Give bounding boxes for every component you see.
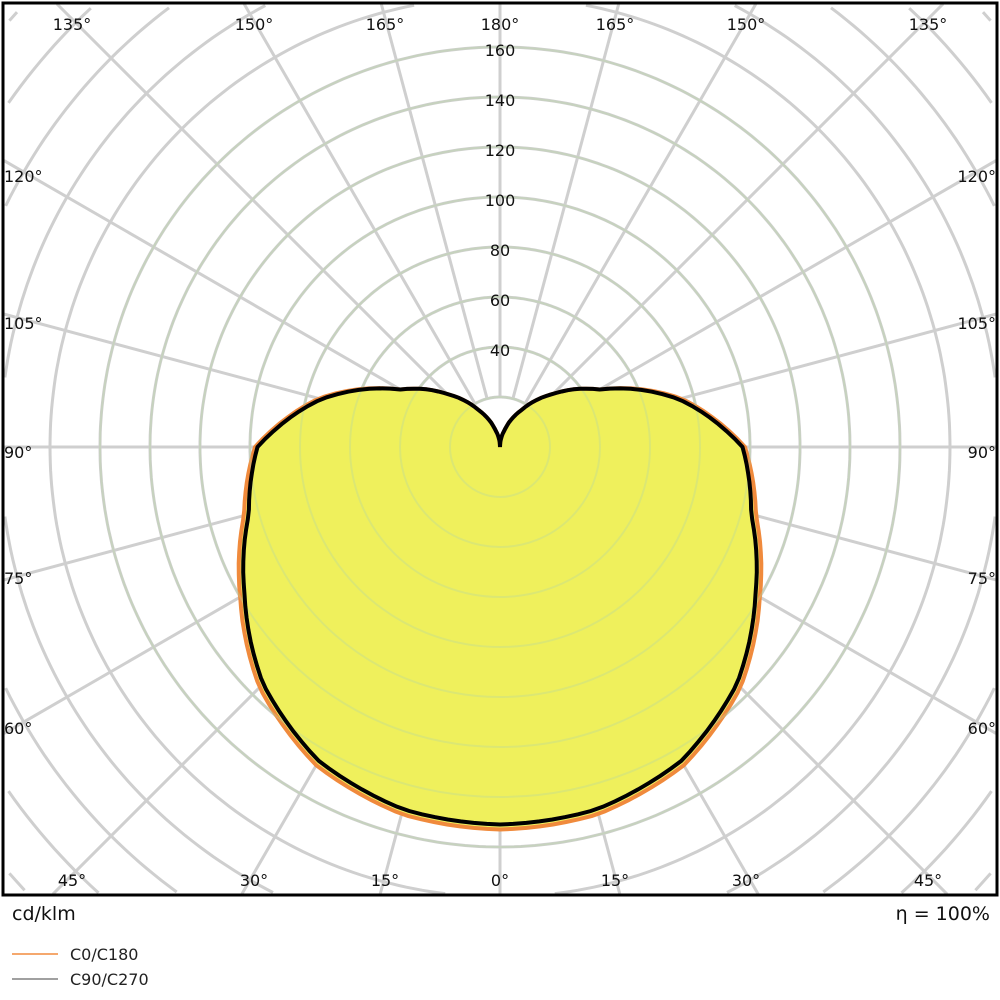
angle-label-bottom: 0° xyxy=(491,871,509,890)
legend-item-c0: C0/C180 xyxy=(12,944,138,964)
grid-overlay xyxy=(99,46,901,848)
grid-circle xyxy=(4,6,996,894)
legend-label: C90/C270 xyxy=(70,969,149,989)
angle-label-right: 75° xyxy=(968,569,996,588)
grid-circle-overlay xyxy=(249,196,751,698)
grid-circle-overlay xyxy=(199,146,801,748)
grid-spoke xyxy=(511,4,621,400)
radial-tick-label: 120 xyxy=(485,141,516,160)
angle-label-left: 75° xyxy=(4,569,32,588)
angle-label-bottom: 45° xyxy=(58,871,86,890)
angle-label-top: 135° xyxy=(53,15,92,34)
angle-label-bottom: 15° xyxy=(601,871,629,890)
legend-swatch xyxy=(12,978,58,980)
curves xyxy=(99,46,901,848)
angle-label-left: 60° xyxy=(4,719,32,738)
radial-tick-label: 60 xyxy=(490,291,510,310)
legend-item-c90: C90/C270 xyxy=(12,969,149,989)
angle-label-bottom: 15° xyxy=(371,871,399,890)
chart-frame xyxy=(1,1,999,897)
grid-spoke xyxy=(542,159,996,424)
angle-label-bottom: 30° xyxy=(732,871,760,890)
radial-tick-label: 160 xyxy=(485,41,516,60)
radial-tick-label: 80 xyxy=(490,241,510,260)
series-c0-c180 xyxy=(236,386,764,832)
grid-circle-overlay xyxy=(149,96,851,798)
angle-label-right: 60° xyxy=(968,719,996,738)
grid-circle xyxy=(7,7,993,894)
series-c90-c270 xyxy=(241,386,759,827)
radial-tick-label: 100 xyxy=(485,191,516,210)
angle-label-left: 120° xyxy=(4,167,43,186)
grid-spoke xyxy=(379,4,489,400)
grid-circle-overlay xyxy=(449,396,551,498)
grid-circle-overlay xyxy=(349,296,651,598)
grid-spoke xyxy=(523,4,758,405)
efficiency-label: η = 100% xyxy=(895,903,990,925)
grid-circle xyxy=(8,11,992,892)
angle-label-top: 165° xyxy=(366,15,405,34)
angle-label-top: 135° xyxy=(909,15,948,34)
angle-label-top: 150° xyxy=(235,15,274,34)
angle-label-top: 150° xyxy=(727,15,766,34)
grid-spoke xyxy=(4,159,458,424)
angle-label-right: 105° xyxy=(957,314,996,333)
grid-circle-overlay xyxy=(99,46,901,848)
grid-spoke xyxy=(242,4,477,405)
grid-circle-overlay xyxy=(299,246,701,648)
labels: 40 60 80 100 120 140 160 135° 150° 165° 180° 165° 15… xyxy=(4,15,996,890)
grid-spoke xyxy=(55,4,466,413)
radial-tick-label: 40 xyxy=(490,341,510,360)
angle-label-left: 105° xyxy=(4,314,43,333)
grid-circle-overlay xyxy=(399,346,601,548)
angle-label-right: 90° xyxy=(968,443,996,462)
angle-label-top: 165° xyxy=(596,15,635,34)
angle-label-left: 90° xyxy=(4,443,32,462)
angle-label-right: 120° xyxy=(957,167,996,186)
grid-spoke xyxy=(534,4,945,413)
legend-label: C0/C180 xyxy=(70,944,139,964)
angle-label-bottom: 45° xyxy=(914,871,942,890)
angle-label-top: 180° xyxy=(481,15,520,34)
legend-swatch xyxy=(12,953,58,955)
angle-label-bottom: 30° xyxy=(240,871,268,890)
grid-circle xyxy=(48,4,952,894)
unit-label: cd/klm xyxy=(12,903,76,925)
grid-circle xyxy=(4,4,996,894)
radial-tick-label: 140 xyxy=(485,91,516,110)
